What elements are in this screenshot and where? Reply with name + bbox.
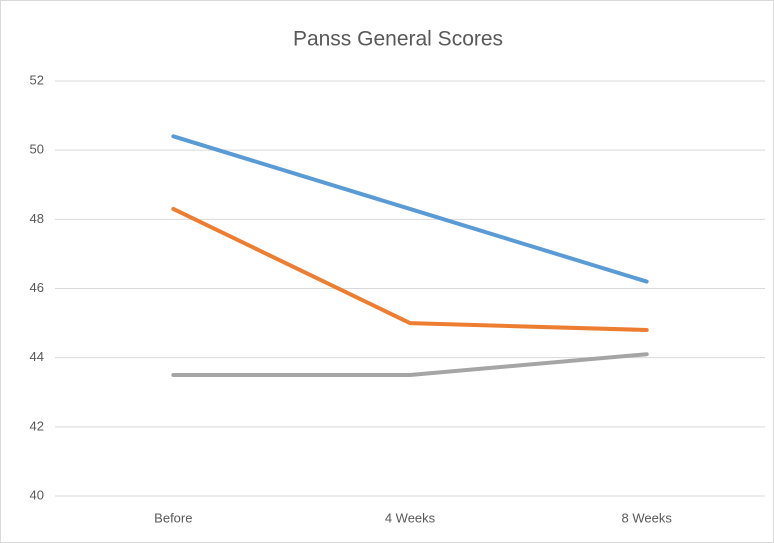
y-tick-label: 40 bbox=[30, 487, 44, 502]
line-series bbox=[171, 352, 649, 377]
y-tick-label: 46 bbox=[30, 280, 44, 295]
y-tick-label: 42 bbox=[30, 418, 44, 433]
line-series bbox=[171, 134, 649, 284]
x-tick-label: Before bbox=[154, 510, 192, 525]
x-tick-label: 8 Weeks bbox=[621, 510, 672, 525]
y-tick-label: 52 bbox=[30, 72, 44, 87]
y-tick-label: 44 bbox=[30, 349, 44, 364]
y-tick-label: 48 bbox=[30, 211, 44, 226]
x-tick-label: 4 Weeks bbox=[385, 510, 436, 525]
y-tick-label: 50 bbox=[30, 142, 44, 157]
line-series bbox=[171, 206, 649, 332]
chart-title: Panss General Scores bbox=[293, 28, 503, 51]
